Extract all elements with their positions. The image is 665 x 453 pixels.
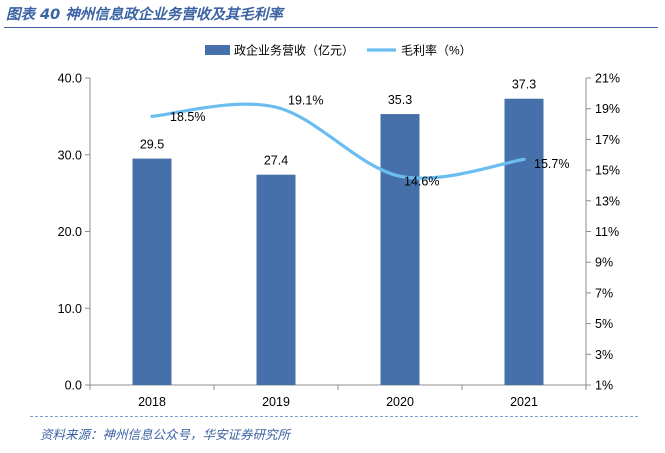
left-tick-label: 0.0 bbox=[65, 379, 82, 393]
source-divider bbox=[30, 416, 638, 417]
right-tick-label: 5% bbox=[595, 317, 613, 331]
x-tick-label: 2019 bbox=[262, 395, 290, 409]
margin-point-label: 18.5% bbox=[170, 110, 205, 124]
revenue-bar-label: 29.5 bbox=[140, 138, 164, 152]
legend-revenue-label: 政企业务营收（亿元） bbox=[234, 43, 354, 58]
right-tick-label: 15% bbox=[595, 164, 620, 178]
revenue-bar bbox=[132, 158, 172, 385]
left-tick-label: 20.0 bbox=[58, 225, 82, 239]
right-tick-label: 11% bbox=[595, 225, 619, 239]
revenue-bar-label: 37.3 bbox=[512, 78, 536, 92]
right-tick-label: 7% bbox=[595, 286, 613, 300]
margin-point-label: 19.1% bbox=[288, 94, 323, 108]
x-tick-label: 2018 bbox=[138, 395, 166, 409]
revenue-bar-label: 27.4 bbox=[264, 154, 288, 168]
right-tick-label: 1% bbox=[595, 379, 613, 393]
right-tick-label: 3% bbox=[595, 348, 613, 362]
right-tick-label: 21% bbox=[595, 72, 620, 86]
right-tick-label: 19% bbox=[595, 102, 620, 116]
revenue-bar bbox=[380, 114, 420, 385]
left-tick-label: 10.0 bbox=[58, 302, 82, 316]
revenue-bar bbox=[504, 98, 544, 385]
left-tick-label: 30.0 bbox=[58, 148, 82, 162]
x-tick-label: 2021 bbox=[510, 395, 538, 409]
legend-margin-label: 毛利率（%） bbox=[401, 43, 472, 58]
figure-title: 图表 40 神州信息政企业务营收及其毛利率 bbox=[6, 7, 283, 23]
right-tick-label: 9% bbox=[595, 256, 613, 270]
margin-point-label: 14.6% bbox=[404, 175, 439, 189]
left-tick-label: 40.0 bbox=[58, 72, 82, 86]
x-tick-label: 2020 bbox=[386, 395, 414, 409]
source-note: 资料来源：神州信息公众号，华安证券研究所 bbox=[40, 427, 291, 442]
revenue-bar bbox=[256, 174, 296, 385]
legend-revenue-swatch bbox=[205, 45, 230, 55]
right-tick-label: 17% bbox=[595, 133, 620, 147]
margin-point-label: 15.7% bbox=[534, 157, 569, 171]
title-underline bbox=[4, 27, 658, 28]
right-tick-label: 13% bbox=[595, 194, 620, 208]
margin-line bbox=[150, 102, 526, 180]
revenue-bar-label: 35.3 bbox=[388, 93, 412, 107]
